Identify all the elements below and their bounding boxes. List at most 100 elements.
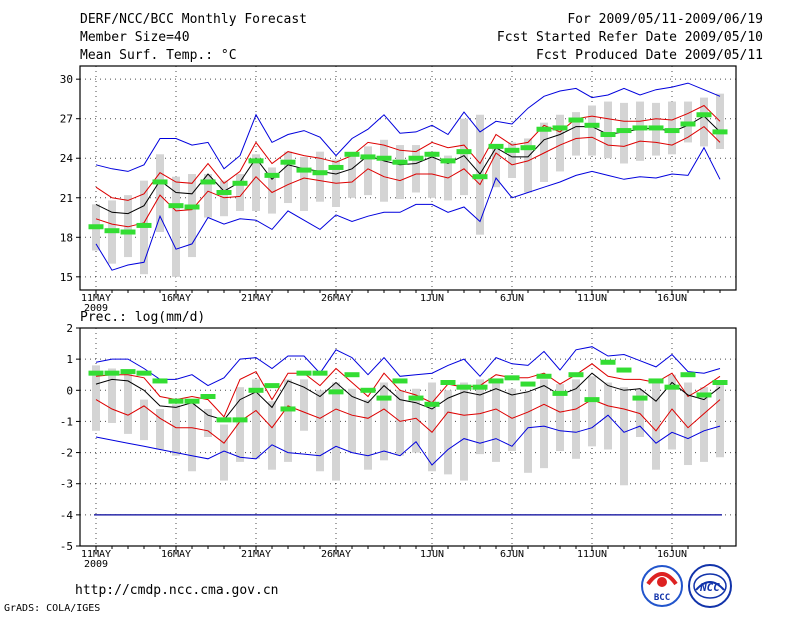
temp-box [172, 176, 180, 277]
prec-observed-marker [680, 372, 696, 378]
temp-observed-marker [104, 228, 120, 234]
prec-box [604, 382, 612, 450]
temp-observed-marker [408, 155, 424, 161]
prec-box [716, 384, 724, 458]
temp-observed-marker [392, 159, 408, 165]
temp-observed-marker [296, 167, 312, 173]
temp-observed-marker [184, 204, 200, 210]
prec-observed-marker [632, 395, 648, 401]
prec-box [220, 424, 228, 481]
temp-observed-marker [360, 154, 376, 160]
prec-box [92, 365, 100, 431]
temp-xtick-label: 6JUN [500, 293, 524, 304]
prec-observed-marker [216, 417, 232, 423]
prec-observed-marker [552, 390, 568, 396]
grads-credit: GrADS: COLA/IGES [4, 603, 101, 614]
bcc-logo: BCC [641, 565, 683, 607]
produced-date-label: Fcst Produced Date 2009/05/11 [536, 48, 763, 63]
prec-box [444, 390, 452, 475]
prec-observed-marker [344, 372, 360, 378]
temp-observed-marker [472, 174, 488, 180]
temp-observed-marker [504, 147, 520, 153]
temp-ytick-label: 30 [60, 73, 73, 86]
temp-observed-marker [232, 180, 248, 186]
temp-box [636, 101, 644, 161]
prec-ytick-label: 2 [66, 322, 73, 335]
prec-min-line [95, 414, 721, 466]
prec-box [252, 379, 260, 459]
prec-lower-line [95, 399, 721, 444]
prec-observed-marker [264, 383, 280, 389]
temp-observed-marker [696, 112, 712, 118]
temp-observed-marker [568, 117, 584, 123]
source-url[interactable]: http://cmdp.ncc.cma.gov.cn [75, 583, 279, 598]
prec-box [700, 387, 708, 462]
prec-observed-marker [200, 394, 216, 400]
prec-box [156, 408, 164, 450]
temp-box [268, 167, 276, 214]
temp-observed-marker [536, 126, 552, 132]
temp-xtick-label: 1JUN [420, 293, 444, 304]
prec-box [476, 379, 484, 455]
prec-box [380, 382, 388, 461]
prec-box [108, 368, 116, 423]
temp-xtick-label: 11MAY [81, 293, 111, 304]
temp-observed-marker [264, 172, 280, 178]
temp-box [508, 142, 516, 178]
prec-observed-marker [584, 397, 600, 403]
temp-box [380, 139, 388, 202]
temp-box [220, 180, 228, 217]
prec-box [188, 399, 196, 472]
temp-observed-marker [120, 229, 136, 235]
prec-box [652, 380, 660, 470]
prec-variable-label: Prec.: log(mm/d) [80, 310, 206, 325]
prec-box [588, 376, 596, 447]
prec-box [140, 399, 148, 441]
temp-max-line [95, 82, 721, 172]
temp-min-line [95, 146, 721, 271]
prec-xtick-label: 16MAY [161, 549, 191, 560]
prec-ytick-label: -2 [60, 447, 73, 460]
temp-box [396, 145, 404, 200]
prec-observed-marker [536, 373, 552, 379]
prec-observed-marker [328, 389, 344, 395]
temp-box [716, 93, 724, 150]
temp-upper-line [95, 104, 721, 201]
prec-max-line [95, 346, 721, 387]
prec-observed-marker [520, 381, 536, 387]
temp-observed-marker [312, 170, 328, 176]
prec-observed-marker [392, 378, 408, 384]
prec-box [620, 387, 628, 486]
temp-observed-marker [552, 125, 568, 131]
prec-xtick-label: 11JUN [577, 549, 607, 560]
prec-observed-marker [568, 372, 584, 378]
prec-observed-marker [312, 370, 328, 376]
prec-box [572, 379, 580, 459]
prec-observed-marker [168, 398, 184, 404]
temp-box [524, 138, 532, 193]
temp-box [348, 155, 356, 198]
temp-box [572, 112, 580, 156]
prec-box [204, 408, 212, 437]
temp-box [300, 156, 308, 211]
prec-box [524, 391, 532, 473]
prec-ytick-label: -5 [60, 540, 73, 553]
prec-xtick-label: 11MAY [81, 549, 111, 560]
prec-observed-marker [136, 370, 152, 376]
prec-box [556, 384, 564, 452]
temp-variable-label: Mean Surf. Temp.: °C [80, 48, 237, 63]
temp-observed-marker [456, 149, 472, 155]
prec-year-label: 2009 [84, 559, 108, 570]
temp-box [284, 151, 292, 204]
temp-box [188, 174, 196, 258]
prec-box [460, 382, 468, 481]
prec-xtick-label: 6JUN [500, 549, 524, 560]
temp-box [412, 145, 420, 193]
temp-observed-marker [664, 128, 680, 134]
temp-box [604, 101, 612, 159]
temp-ytick-label: 21 [60, 192, 73, 205]
chart-title: DERF/NCC/BCC Monthly Forecast [80, 12, 307, 27]
prec-observed-marker [152, 378, 168, 384]
